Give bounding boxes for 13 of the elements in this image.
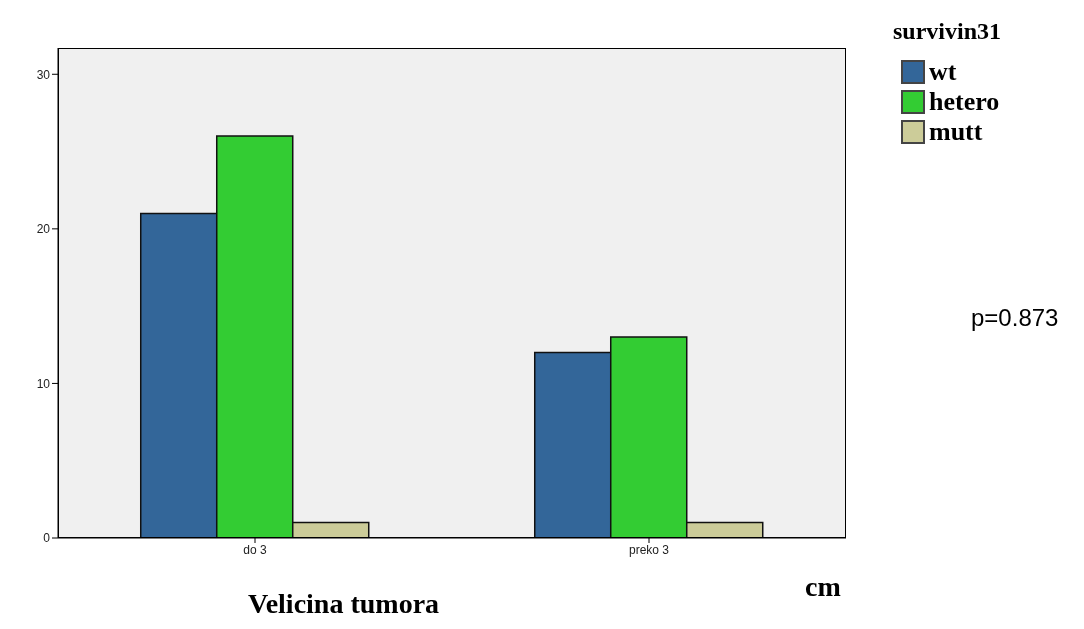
legend-label: wt <box>928 57 958 87</box>
text: cm <box>805 571 841 603</box>
legend-label: mutt <box>928 117 984 147</box>
x-axis-title: Velicina tumora <box>248 588 440 620</box>
x-tick-label: preko 3 <box>628 542 670 557</box>
y-tick-label: 20 <box>36 222 51 237</box>
legend-title: survivin31 <box>893 18 1002 45</box>
y-tick-label: 10 <box>36 376 51 391</box>
y-tick-label: 0 <box>43 531 51 546</box>
y-tick-label: 30 <box>36 67 51 82</box>
legend-label: hetero <box>928 87 1001 117</box>
x-tick-label: do 3 <box>243 542 267 557</box>
text: p=0.873 <box>971 304 1059 332</box>
